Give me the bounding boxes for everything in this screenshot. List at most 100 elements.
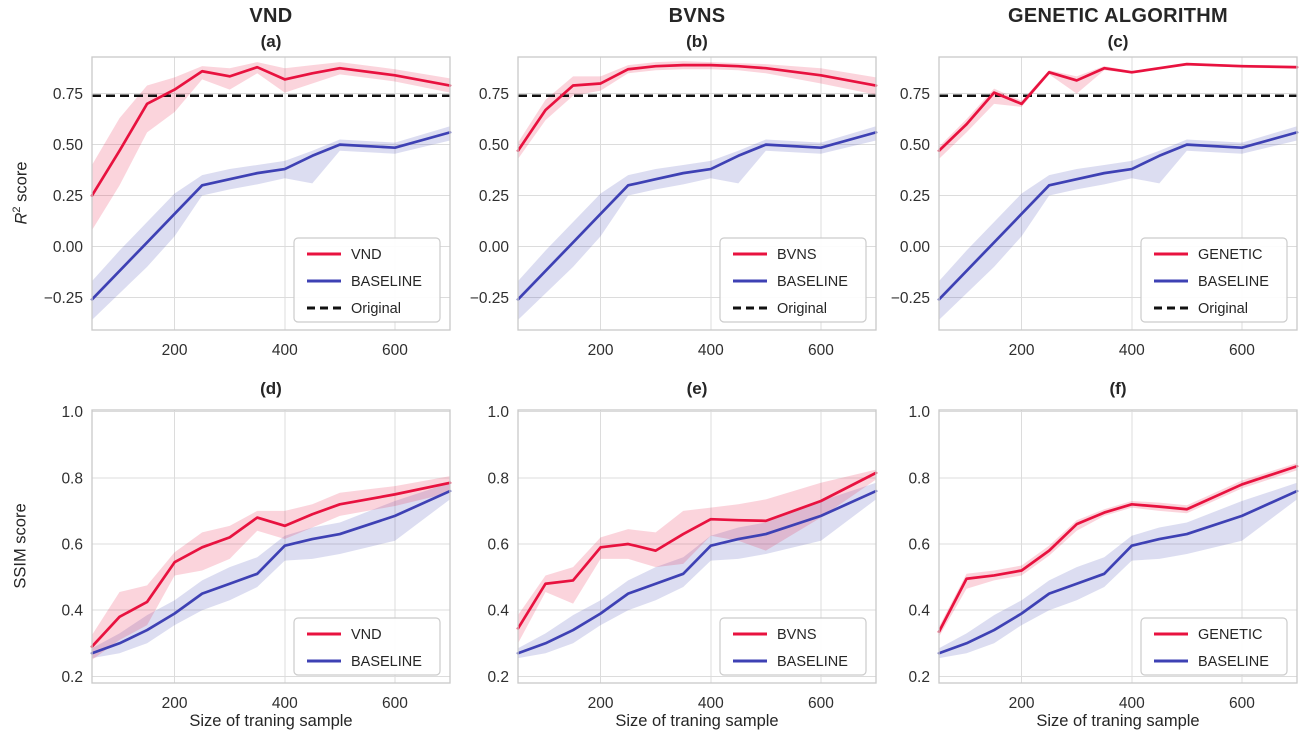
line-baseline — [937, 489, 1299, 655]
chart-panel-d: 1.0 0.8 0.6 0.4 0.2 200 400 600 VND BASELINE — [61, 404, 452, 712]
y-tick-label: 0.25 — [479, 188, 509, 205]
panel-e-letter: (e) — [686, 379, 708, 398]
panel-c-title: GENETIC ALGORITHM (c) — [939, 3, 1297, 53]
legend: GENETIC BASELINE — [1140, 617, 1288, 676]
y-tick-label: 1.0 — [908, 404, 930, 421]
y-tick-label: −0.25 — [44, 290, 83, 307]
panel-c-letter: (c) — [1107, 32, 1129, 51]
x-tick-label: 400 — [1119, 342, 1145, 359]
legend-label-genetic: GENETIC — [1198, 247, 1262, 263]
x-tick-label: 400 — [272, 342, 298, 359]
y-tick-label: 0.8 — [487, 470, 509, 487]
y-tick-label: 0.25 — [900, 188, 930, 205]
line-bvns — [516, 63, 878, 153]
plot-border — [91, 56, 451, 331]
band-baseline — [939, 126, 1297, 320]
chart-panel-a: 0.75 0.50 0.25 0.00 −0.25 200 400 600 VND BASELIN… — [44, 56, 452, 359]
legend-label-baseline: BASELINE — [1198, 274, 1269, 290]
legend: VND BASELINE Original — [293, 237, 441, 323]
y-tick-label: 0.75 — [53, 86, 83, 103]
band-baseline — [518, 126, 876, 320]
line-baseline — [516, 489, 878, 655]
legend-label-bvns: BVNS — [777, 247, 817, 263]
y-tick-label: 0.2 — [908, 669, 930, 686]
line-genetic — [937, 464, 1299, 634]
legend-box — [719, 237, 867, 323]
x-tick-label: 200 — [162, 342, 188, 359]
tick-labels: 0.75 0.50 0.25 0.00 −0.25 200 400 600 — [44, 86, 408, 359]
y-tick-label: −0.25 — [891, 290, 930, 307]
y-tick-label: 0.00 — [53, 239, 84, 256]
x-tick-label: 600 — [382, 342, 408, 359]
legend: GENETIC BASELINE Original — [1140, 237, 1288, 323]
legend-label-baseline: BASELINE — [351, 274, 422, 290]
legend: BVNS BASELINE — [719, 617, 867, 676]
legend: VND BASELINE — [293, 617, 441, 676]
plot-border — [517, 56, 877, 331]
panel-b-letter: (b) — [686, 32, 708, 51]
x-axis-label-d: Size of traning sample — [189, 712, 353, 730]
y-tick-label: 0.50 — [479, 137, 510, 154]
legend-label-vnd: VND — [351, 627, 382, 643]
legend-label-original: Original — [351, 301, 401, 317]
band-genetic — [939, 462, 1297, 637]
panel-b-title: BVNS (b) — [518, 3, 876, 53]
x-tick-label: 200 — [588, 695, 614, 712]
x-tick-label: 600 — [382, 695, 408, 712]
y-tick-label: 0.2 — [61, 669, 83, 686]
panel-d-letter: (d) — [260, 379, 282, 398]
x-tick-label: 600 — [1229, 695, 1255, 712]
legend-label-baseline: BASELINE — [1198, 654, 1269, 670]
legend-box — [1140, 237, 1288, 323]
panel-a-title: VND (a) — [92, 3, 450, 53]
band-bvns — [518, 61, 876, 159]
panel-b-title-text: BVNS — [668, 5, 726, 27]
chart-panel-e: 1.0 0.8 0.6 0.4 0.2 200 400 600 BVNS BASELINE — [487, 404, 878, 712]
chart-panel-b: 0.75 0.50 0.25 0.00 −0.25 200 400 600 BVNS BASELI… — [470, 56, 878, 359]
x-axis-label-e: Size of traning sample — [615, 712, 779, 730]
legend-label-baseline: BASELINE — [351, 654, 422, 670]
y-tick-label: 0.6 — [487, 537, 509, 554]
y-tick-label: 0.8 — [61, 470, 83, 487]
x-tick-label: 400 — [1119, 695, 1145, 712]
legend-label-baseline: BASELINE — [777, 654, 848, 670]
legend-label-baseline: BASELINE — [777, 274, 848, 290]
legend-label-original: Original — [777, 301, 827, 317]
r2-superscript: 2 — [10, 206, 23, 213]
x-tick-label: 400 — [698, 342, 724, 359]
legend-box — [293, 237, 441, 323]
y-tick-label: 0.4 — [487, 603, 509, 620]
chart-panel-c: 0.75 0.50 0.25 0.00 −0.25 200 400 600 GENETIC BAS… — [891, 56, 1299, 359]
y-tick-label: 0.6 — [61, 537, 83, 554]
legend-label-bvns: BVNS — [777, 627, 817, 643]
y-tick-label: 0.2 — [487, 669, 509, 686]
x-tick-label: 600 — [808, 342, 834, 359]
line-baseline — [516, 131, 878, 301]
x-tick-label: 600 — [808, 695, 834, 712]
grid — [518, 410, 876, 683]
grid — [92, 57, 450, 330]
y-tick-label: 1.0 — [487, 404, 509, 421]
x-tick-label: 400 — [272, 695, 298, 712]
band-vnd — [92, 476, 450, 660]
band-baseline — [92, 126, 450, 320]
legend-label-vnd: VND — [351, 247, 382, 263]
line-vnd — [90, 65, 452, 197]
x-tick-label: 600 — [1229, 342, 1255, 359]
line-bvns — [516, 471, 878, 630]
y-tick-label: 0.4 — [908, 603, 930, 620]
tick-labels: 1.0 0.8 0.6 0.4 0.2 200 400 600 — [908, 404, 1255, 712]
line-baseline — [90, 131, 452, 301]
y-tick-label: 0.50 — [900, 137, 931, 154]
x-tick-label: 200 — [1009, 342, 1035, 359]
legend-label-original: Original — [1198, 301, 1248, 317]
plot-border — [938, 409, 1298, 684]
plot-border — [517, 409, 877, 684]
chart-panel-f: 1.0 0.8 0.6 0.4 0.2 200 400 600 GENETIC BASELINE — [908, 404, 1299, 712]
panel-a-title-text: VND — [249, 5, 293, 27]
line-vnd — [90, 481, 452, 648]
x-tick-label: 200 — [588, 342, 614, 359]
y-tick-label: 0.4 — [61, 603, 83, 620]
line-baseline — [937, 131, 1299, 301]
y-tick-label: 0.00 — [900, 239, 931, 256]
